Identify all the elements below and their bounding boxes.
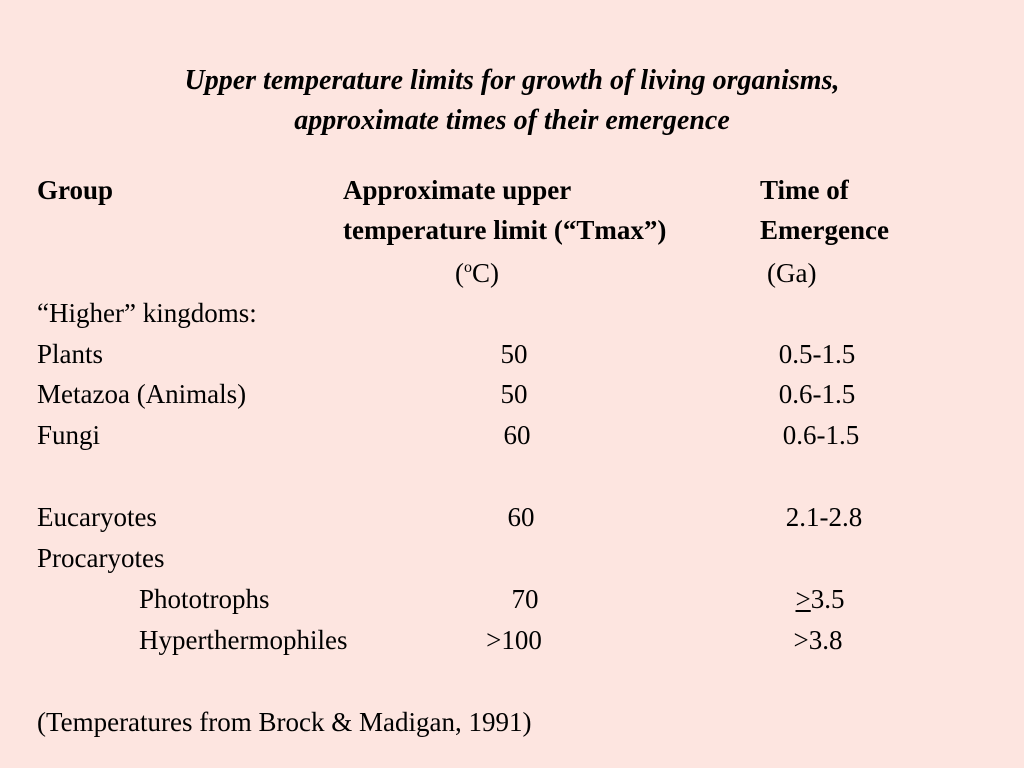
header-time-unit: (Ga) [767,258,817,288]
row-time: 0.6-1.5 [782,420,860,450]
row-tmax: 60 [503,420,531,450]
row-group: Phototrophs [139,584,270,614]
header-time-line-2: Emergence [760,215,889,245]
row-tmax: 50 [500,379,528,409]
row-tmax: 60 [507,502,535,532]
row-group: Metazoa (Animals) [37,379,247,409]
header-temp-unit: (oC) [455,258,499,288]
row-time: >3.8 [793,625,843,655]
row-tmax: 70 [511,584,539,614]
row-group: Fungi [37,420,101,450]
slide-title-line-1: Upper temperature limits for growth of l… [184,65,840,96]
header-temp-line-1: Approximate upper [343,175,572,205]
row-time: 0.5-1.5 [778,339,856,369]
header-temp-line-2: temperature limit (“Tmax”) [343,215,667,245]
header-time-line-1: Time of [760,175,849,205]
row-group: Plants [37,339,104,369]
row-group: Procaryotes [37,543,165,573]
row-time: >3.5 [795,584,845,614]
footnote: (Temperatures from Brock & Madigan, 1991… [37,707,532,737]
row-group: Hyperthermophiles [139,625,348,655]
row-group: Eucaryotes [37,502,157,532]
row-time: 0.6-1.5 [778,379,856,409]
slide-title-line-2: approximate times of their emergence [294,105,730,136]
row-tmax: >100 [486,625,542,655]
section-higher-kingdoms: “Higher” kingdoms: [37,298,257,328]
header-group: Group [37,175,114,205]
row-time: 2.1-2.8 [785,502,863,532]
row-tmax: 50 [500,339,528,369]
